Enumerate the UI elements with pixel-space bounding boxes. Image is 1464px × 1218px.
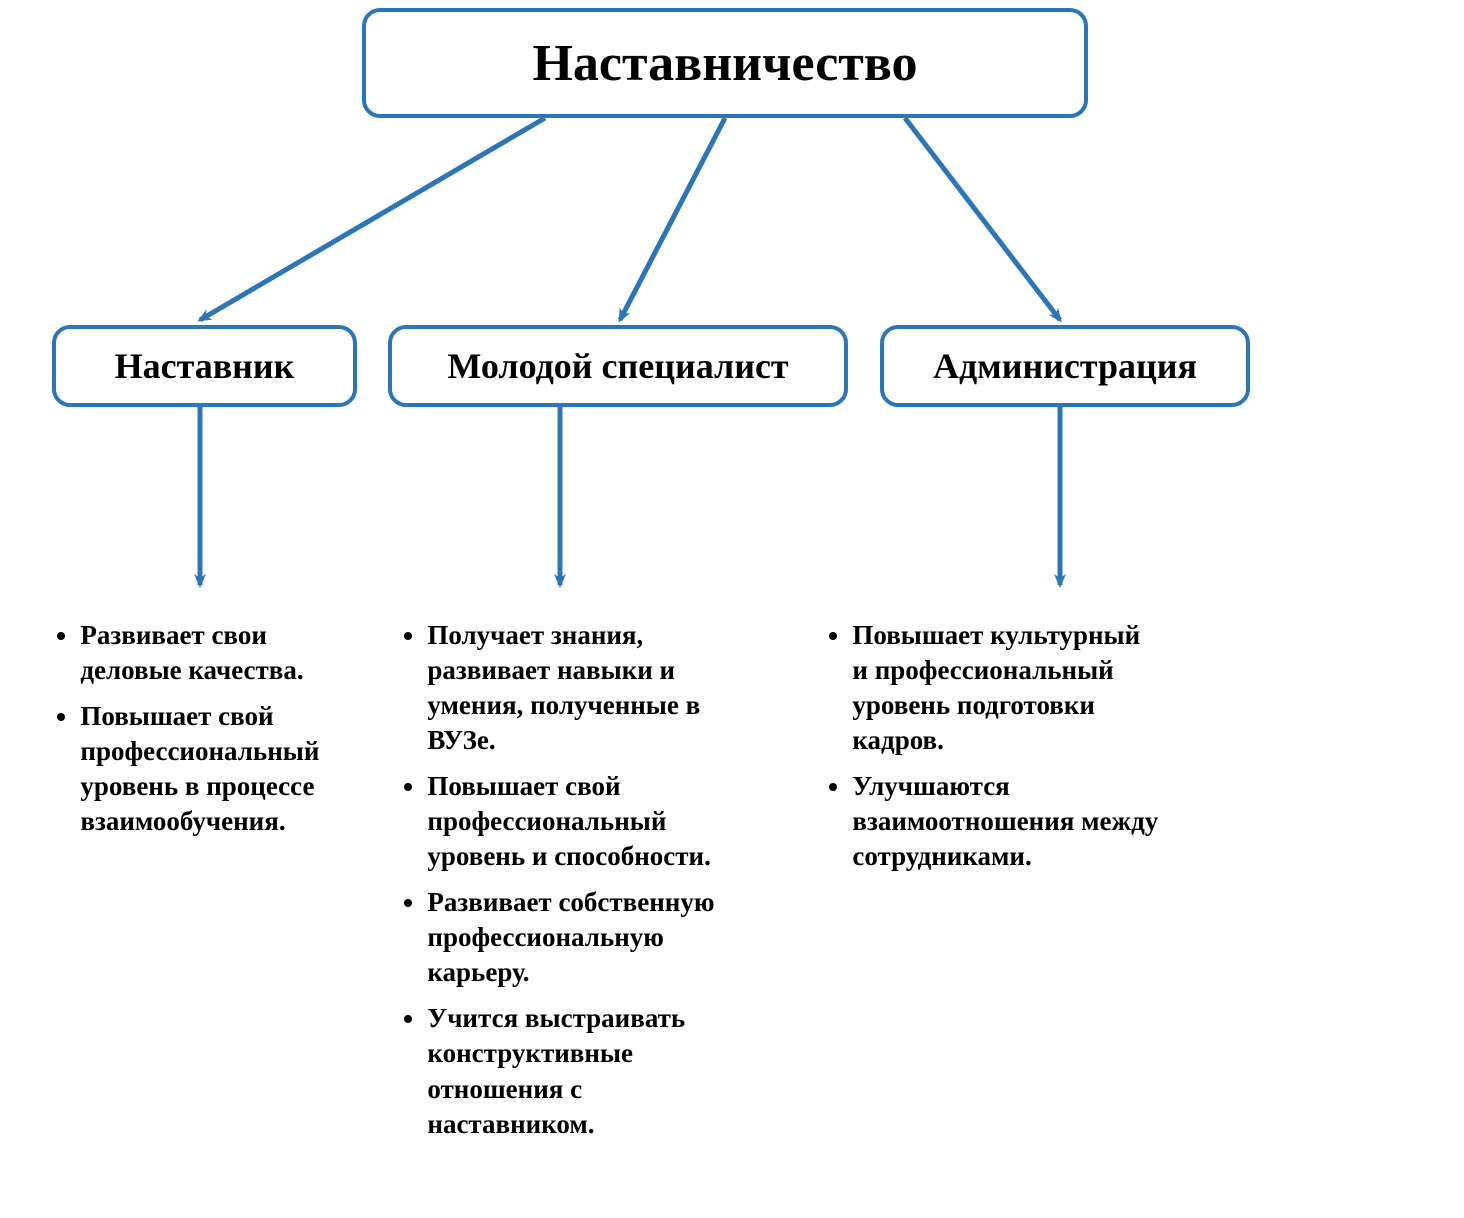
branch-node-mentor: Наставник — [52, 325, 357, 407]
details-item: Повышает культурный и профессиональный у… — [852, 618, 1162, 758]
details-list-young: Получает знания, развивает навыки и умен… — [395, 618, 747, 1142]
branch-label-young: Молодой специалист — [447, 345, 788, 387]
details-item: Развивает свои деловые качества. — [80, 618, 330, 688]
branch-node-young: Молодой специалист — [388, 325, 848, 407]
details-item: Улучшаются взаимоотношения между сотрудн… — [852, 769, 1162, 874]
details-item: Получает знания, развивает навыки и умен… — [427, 618, 747, 758]
connector-arrow — [200, 118, 545, 320]
branch-node-admin: Администрация — [880, 325, 1250, 407]
branch-label-mentor: Наставник — [115, 345, 295, 387]
branch-label-admin: Администрация — [933, 345, 1197, 387]
details-item: Учится выстраивать конструктивные отноше… — [427, 1001, 747, 1141]
details-list-mentor: Развивает свои деловые качества. Повышает… — [48, 618, 330, 839]
connector-arrow — [905, 118, 1060, 320]
details-item: Повышает свой профессиональный уровень в… — [80, 699, 330, 839]
root-node: Наставничество — [362, 8, 1088, 118]
connector-arrow — [620, 118, 725, 320]
details-box-mentor: Развивает свои деловые качества. Повышает… — [18, 590, 348, 900]
details-box-admin: Повышает культурный и профессиональный у… — [790, 590, 1180, 930]
details-box-young: Получает знания, развивает навыки и умен… — [365, 590, 765, 1190]
details-list-admin: Повышает культурный и профессиональный у… — [820, 618, 1162, 874]
details-item: Повышает свой профессиональный уровень и… — [427, 769, 747, 874]
root-label: Наставничество — [532, 34, 917, 93]
details-item: Развивает собственную профессиональную к… — [427, 885, 747, 990]
